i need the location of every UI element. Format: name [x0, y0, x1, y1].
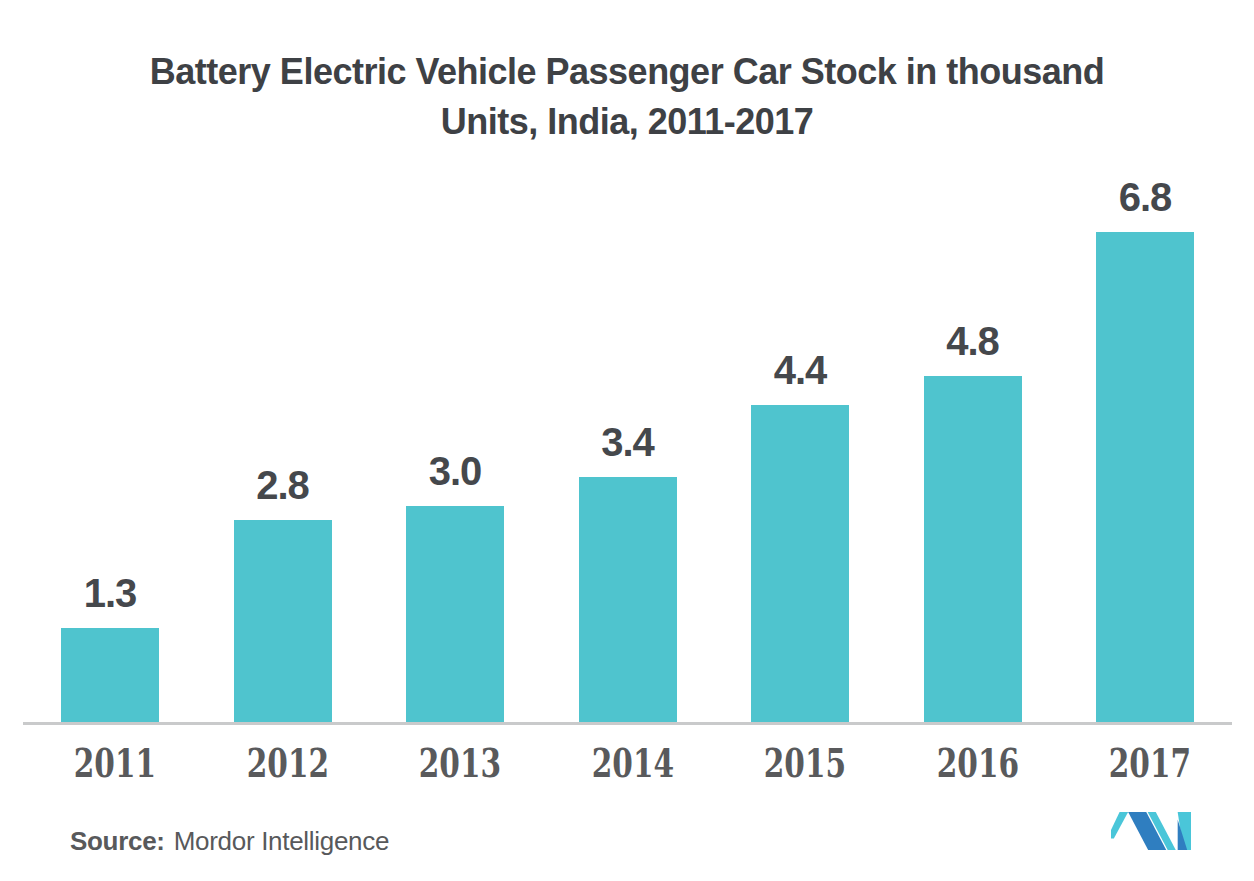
- bar: [406, 506, 504, 722]
- bar: [579, 477, 677, 722]
- x-axis-tick-label: 2013: [419, 739, 492, 786]
- bar-column: 2.8: [234, 463, 332, 722]
- x-axis-line: [23, 722, 1232, 725]
- bar-chart: 1.32.83.03.44.44.86.8 201120122013201420…: [23, 0, 1232, 786]
- x-axis-tick-label: 2015: [764, 739, 837, 786]
- bar-column: 3.0: [406, 449, 504, 722]
- bar: [1096, 232, 1194, 722]
- x-axis-tick-label: 2014: [591, 739, 664, 786]
- value-label: 4.8: [946, 319, 999, 364]
- bar-column: 3.4: [579, 420, 677, 722]
- source-note: Source: Mordor Intelligence: [70, 826, 389, 857]
- bar-column: 1.3: [61, 571, 159, 722]
- value-label: 6.8: [1119, 175, 1172, 220]
- value-label: 4.4: [774, 348, 827, 393]
- logo-left-teal-stroke: [1111, 812, 1128, 839]
- source-text: Mordor Intelligence: [174, 826, 389, 856]
- x-axis-tick-label: 2012: [246, 739, 319, 786]
- bar: [751, 405, 849, 722]
- bar: [61, 628, 159, 722]
- bar: [234, 520, 332, 722]
- bar: [924, 376, 1022, 722]
- source-label: Source:: [70, 826, 165, 856]
- value-label: 3.0: [429, 449, 482, 494]
- bars-row: 1.3 2.8 3.0 3.4 4.4 4.8 6.8: [23, 0, 1232, 722]
- x-axis-labels: 2011 2012 2013 2014 2015 2016 2017: [23, 739, 1232, 786]
- bar-column: 4.8: [924, 319, 1022, 722]
- value-label: 1.3: [84, 571, 137, 616]
- x-axis-tick-label: 2016: [936, 739, 1009, 786]
- mordor-intelligence-logo: [1111, 811, 1191, 851]
- x-axis-tick-label: 2011: [74, 739, 147, 786]
- value-label: 3.4: [601, 420, 654, 465]
- value-label: 2.8: [256, 463, 309, 508]
- x-axis-tick-label: 2017: [1109, 739, 1182, 786]
- bar-column: 6.8: [1096, 175, 1194, 722]
- chart-canvas: Battery Electric Vehicle Passenger Car S…: [0, 0, 1254, 881]
- bar-column: 4.4: [751, 348, 849, 722]
